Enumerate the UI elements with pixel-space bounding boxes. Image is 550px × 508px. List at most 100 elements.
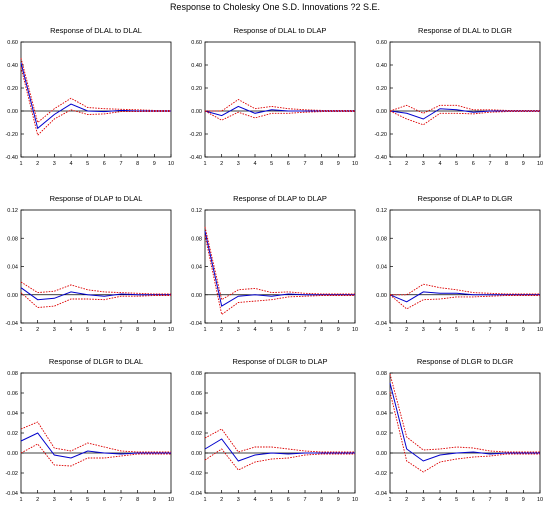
x-tick-label: 1 — [203, 161, 206, 167]
irf-panel-5: Response of DLAP to DLAP 0.12 0.08 0.04 0.00… — [189, 194, 358, 333]
x-tick-label: 10 — [352, 327, 358, 333]
x-tick-label: 1 — [388, 327, 391, 333]
x-tick-label: 2 — [36, 497, 39, 503]
x-tick-label: 3 — [237, 161, 240, 167]
y-tick-label: 0.60 — [191, 40, 202, 46]
x-tick-label: 7 — [119, 327, 122, 333]
response-line — [389, 108, 540, 120]
x-tick-label: 6 — [472, 161, 475, 167]
y-tick-label: 0.08 — [7, 371, 18, 377]
y-tick-label: -0.40 — [189, 155, 202, 161]
response-line — [389, 291, 540, 303]
panel-title: Response of DLAL to DLAP — [234, 26, 327, 35]
y-tick-label: 0.20 — [376, 86, 387, 92]
x-tick-label: 7 — [303, 497, 306, 503]
plot-frame — [204, 372, 356, 494]
y-tick-label: 0.02 — [7, 431, 18, 437]
x-tick-label: 8 — [136, 161, 139, 167]
x-tick-label: 5 — [455, 497, 458, 503]
x-tick-label: 8 — [505, 161, 508, 167]
x-tick-label: 1 — [388, 161, 391, 167]
x-tick-label: 9 — [522, 161, 525, 167]
plot-frame — [20, 209, 172, 324]
lower-band-line — [20, 292, 171, 308]
y-tick-label: 0.00 — [7, 109, 18, 115]
x-tick-label: 3 — [422, 497, 425, 503]
x-tick-label: 3 — [237, 497, 240, 503]
x-tick-label: 3 — [422, 161, 425, 167]
irf-panel-1: Response of DLAL to DLAL 0.60 0.40 0.20 0.00… — [5, 26, 174, 167]
x-tick-label: 5 — [86, 161, 89, 167]
irf-panel-9: Response of DLGR to DLGR 0.08 0.06 0.04 0.02… — [374, 357, 543, 503]
x-tick-label: 4 — [69, 497, 72, 503]
x-tick-label: 8 — [136, 327, 139, 333]
x-tick-label: 4 — [253, 327, 256, 333]
x-tick-label: 10 — [168, 327, 174, 333]
x-tick-label: 2 — [405, 497, 408, 503]
response-line — [20, 287, 171, 301]
panel-title: Response of DLAL to DLGR — [418, 26, 513, 35]
x-tick-label: 5 — [270, 497, 273, 503]
irf-panel-2: Response of DLAL to DLAP 0.60 0.40 0.20 0.00… — [189, 26, 358, 167]
y-tick-label: 0.02 — [191, 431, 202, 437]
x-tick-label: 9 — [153, 497, 156, 503]
response-line — [20, 432, 171, 459]
response-line — [204, 438, 355, 462]
y-tick-label: 0.40 — [376, 63, 387, 69]
plot-frame — [389, 41, 541, 158]
upper-band-line — [20, 281, 171, 295]
x-tick-label: 10 — [537, 161, 543, 167]
y-tick-label: 0.00 — [376, 293, 387, 299]
x-tick-label: 10 — [168, 161, 174, 167]
y-tick-label: 0.40 — [7, 63, 18, 69]
x-tick-label: 9 — [337, 497, 340, 503]
x-tick-label: 6 — [103, 161, 106, 167]
y-tick-label: 0.00 — [191, 109, 202, 115]
plot-frame — [20, 372, 172, 494]
upper-band-line — [20, 57, 171, 124]
x-tick-label: 2 — [405, 327, 408, 333]
panel-title: Response of DLGR to DLAP — [232, 357, 327, 366]
x-tick-label: 4 — [69, 161, 72, 167]
x-tick-label: 6 — [103, 497, 106, 503]
x-tick-label: 4 — [438, 327, 441, 333]
y-tick-label: 0.04 — [376, 411, 387, 417]
upper-band-line — [20, 421, 171, 453]
x-tick-label: 6 — [472, 497, 475, 503]
y-tick-label: 0.06 — [376, 391, 387, 397]
irf-panel-8: Response of DLGR to DLAP 0.08 0.06 0.04 0.02… — [189, 357, 358, 503]
y-tick-label: 0.00 — [7, 451, 18, 457]
x-tick-label: 9 — [153, 327, 156, 333]
x-tick-label: 5 — [455, 327, 458, 333]
x-tick-label: 10 — [537, 327, 543, 333]
response-line — [204, 105, 355, 117]
x-tick-label: 9 — [522, 327, 525, 333]
x-tick-label: 6 — [287, 161, 290, 167]
x-tick-label: 8 — [505, 497, 508, 503]
y-tick-label: -0.04 — [5, 491, 18, 497]
upper-band-line — [390, 283, 540, 296]
y-tick-label: 0.20 — [191, 86, 202, 92]
x-tick-label: 7 — [119, 161, 122, 167]
x-tick-label: 3 — [237, 327, 240, 333]
y-tick-label: 0.00 — [191, 293, 202, 299]
y-tick-label: 0.04 — [191, 411, 202, 417]
y-tick-label: -0.02 — [374, 471, 387, 477]
x-tick-label: 7 — [303, 161, 306, 167]
upper-band-line — [204, 428, 355, 453]
irf-panel-4: Response of DLAP to DLAL 0.12 0.08 0.04 0.00… — [5, 194, 174, 333]
y-tick-label: -0.04 — [189, 321, 202, 327]
x-tick-label: 2 — [405, 161, 408, 167]
y-tick-label: 0.00 — [7, 293, 18, 299]
x-tick-label: 3 — [53, 161, 56, 167]
x-tick-label: 1 — [203, 497, 206, 503]
y-tick-label: 0.00 — [191, 451, 202, 457]
y-tick-label: -0.40 — [5, 155, 18, 161]
y-tick-label: 0.02 — [376, 431, 387, 437]
x-tick-label: 2 — [220, 327, 223, 333]
figure-title: Response to Cholesky One S.D. Innovation… — [169, 2, 381, 12]
upper-band-line — [389, 373, 540, 453]
upper-band-line — [389, 104, 540, 114]
x-tick-label: 4 — [438, 497, 441, 503]
y-tick-label: 0.12 — [191, 208, 202, 214]
